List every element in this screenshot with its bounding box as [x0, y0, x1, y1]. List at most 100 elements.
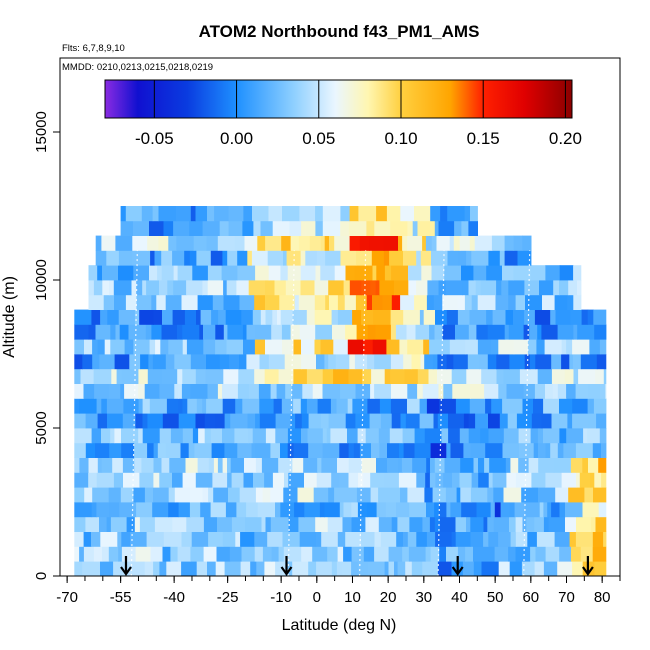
heatmap-cell [96, 472, 115, 488]
heatmap-cell [322, 428, 328, 444]
heatmap-cell [134, 309, 140, 325]
heatmap-cell [301, 220, 307, 236]
heatmap-cell [509, 354, 526, 370]
heatmap-cell [470, 531, 484, 547]
flight-track [130, 250, 138, 576]
heatmap-cell [272, 472, 285, 488]
y-tick-label: 0 [33, 572, 50, 580]
heatmap-cell [146, 280, 160, 296]
heatmap-cell [376, 457, 388, 473]
heatmap-cells [74, 206, 607, 576]
heatmap-cell [283, 487, 299, 503]
heatmap-cell [372, 294, 383, 310]
heatmap-cell [316, 354, 325, 370]
heatmap-cell [303, 457, 318, 473]
heatmap-cell [408, 280, 417, 296]
heatmap-cell [370, 280, 377, 296]
heatmap-cell [519, 442, 535, 458]
heatmap-cell [255, 324, 272, 340]
heatmap-cell [239, 487, 257, 503]
heatmap-cell [107, 413, 124, 429]
heatmap-cell [200, 502, 212, 518]
heatmap-cell [227, 324, 244, 340]
heatmap-cell [340, 220, 350, 236]
heatmap-cell [115, 324, 121, 340]
heatmap-cell [591, 516, 597, 532]
heatmap-cell [91, 428, 102, 444]
heatmap-cell [95, 250, 107, 266]
heatmap-cell [461, 265, 474, 281]
heatmap-cell [84, 339, 93, 355]
heatmap-cell [568, 280, 578, 296]
heatmap-cell [181, 294, 199, 310]
heatmap-cell [358, 561, 369, 576]
heatmap-cell [315, 516, 329, 532]
heatmap-cell [434, 502, 440, 518]
heatmap-cell [405, 561, 413, 576]
heatmap-cell [111, 368, 118, 384]
heatmap-cell [161, 457, 170, 473]
heatmap-cell [102, 265, 119, 281]
heatmap-cell [101, 457, 113, 473]
heatmap-cell [85, 413, 99, 429]
heatmap-cell [215, 561, 226, 576]
heatmap-cell [322, 220, 341, 236]
heatmap-cell [74, 428, 93, 444]
heatmap-cell [275, 413, 291, 429]
heatmap-cell [486, 265, 503, 281]
heatmap-cell [327, 516, 344, 532]
heatmap-cell [476, 502, 492, 518]
heatmap-cell [534, 383, 546, 399]
heatmap-cell [212, 294, 225, 310]
heatmap-cell [237, 442, 253, 458]
heatmap-cell [595, 516, 607, 532]
heatmap-cell [281, 324, 292, 340]
heatmap-cell [203, 339, 216, 355]
heatmap-cell [464, 206, 471, 222]
heatmap-cell [181, 561, 198, 576]
heatmap-cell [264, 368, 280, 384]
heatmap-cell [271, 324, 283, 340]
heatmap-cell [235, 531, 241, 547]
heatmap-cell [389, 250, 404, 266]
heatmap-cell [168, 487, 176, 503]
heatmap-cell [529, 324, 538, 340]
heatmap-cell [513, 265, 532, 281]
heatmap-cell [192, 428, 199, 444]
heatmap-cell [152, 502, 169, 518]
heatmap-cell [254, 531, 268, 547]
heatmap-cell [177, 546, 191, 562]
heatmap-cell [147, 442, 155, 458]
heatmap-cell [468, 280, 477, 296]
heatmap-cell [265, 235, 282, 251]
heatmap-cell [362, 368, 372, 384]
heatmap-cell [172, 309, 186, 325]
heatmap-cell [454, 220, 462, 236]
heatmap-cell [496, 280, 502, 296]
heatmap-cell [129, 354, 141, 370]
heatmap-cell [121, 368, 139, 384]
heatmap-cell [258, 383, 272, 399]
heatmap-cell [294, 502, 305, 518]
heatmap-cell [515, 531, 528, 547]
heatmap-cell [210, 250, 224, 266]
heatmap-cell [507, 413, 518, 429]
heatmap-cell [124, 383, 139, 399]
heatmap-cell [349, 206, 359, 222]
heatmap-cell [466, 250, 472, 266]
heatmap-cell [165, 354, 175, 370]
heatmap-cell [276, 383, 286, 399]
heatmap-cell [548, 516, 566, 532]
heatmap-cell [177, 368, 183, 384]
heatmap-cell [84, 487, 93, 503]
heatmap-cell [292, 561, 309, 576]
heatmap-cell [280, 502, 295, 518]
heatmap-cell [431, 250, 449, 266]
heatmap-cell [503, 368, 521, 384]
heatmap-cell [576, 516, 592, 532]
flight-arrows [120, 556, 594, 576]
heatmap-cell [100, 531, 118, 547]
y-tick-label: 10000 [33, 259, 50, 301]
heatmap-cell [190, 354, 207, 370]
heatmap-cell [174, 383, 179, 399]
